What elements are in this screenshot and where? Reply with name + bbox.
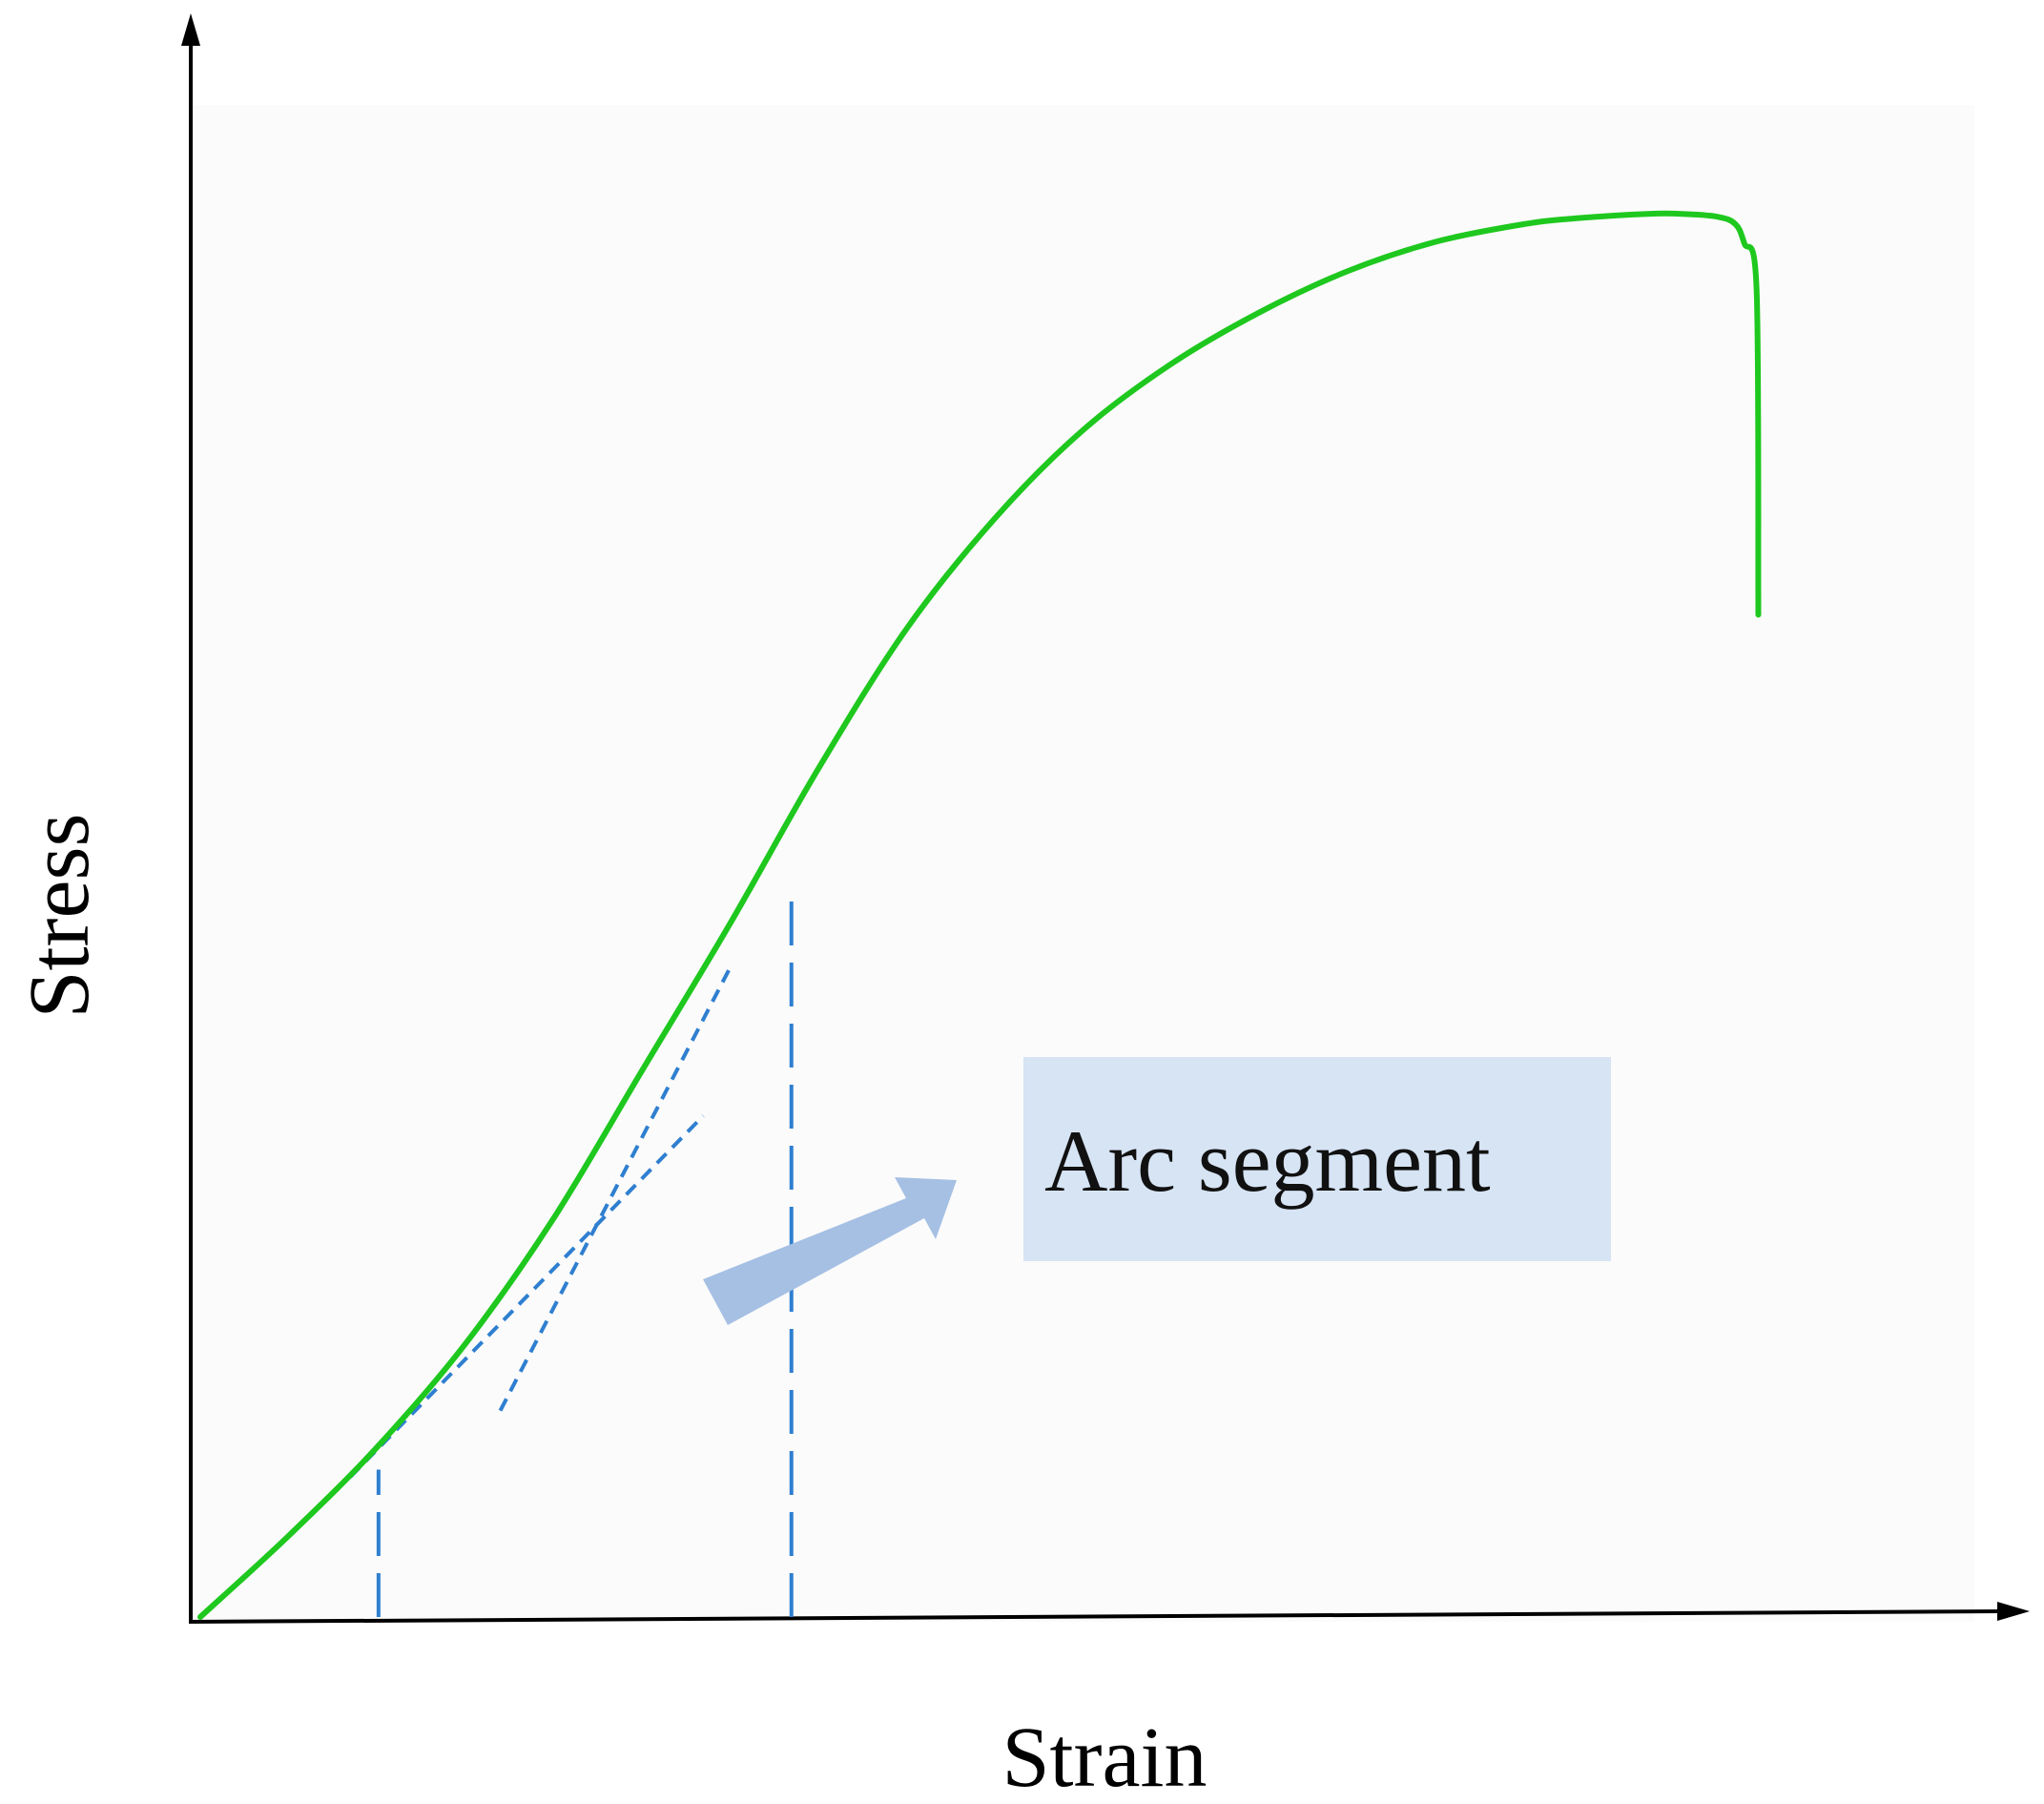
y-axis-title: Stress	[12, 813, 107, 1018]
tangent-line-2	[498, 967, 732, 1412]
arc-segment-box	[1023, 1057, 1611, 1261]
annotation-layer: Arc segment	[703, 1057, 1611, 1325]
pointer-arrow	[703, 1177, 957, 1325]
guide-lines	[348, 894, 794, 1617]
x-axis-title: Strain	[1002, 1711, 1208, 1804]
axes	[181, 13, 2030, 1624]
tangent-line-1	[348, 1114, 705, 1479]
arc-segment-label: Arc segment	[1044, 1112, 1491, 1210]
x-axis-arrowhead	[1997, 1602, 2030, 1621]
plot-background	[191, 105, 1974, 1622]
stress-strain-curve-1	[197, 210, 1762, 1620]
y-axis-arrowhead	[181, 13, 200, 46]
x-axis-line	[188, 1609, 2004, 1624]
series-layer	[197, 210, 1762, 1620]
